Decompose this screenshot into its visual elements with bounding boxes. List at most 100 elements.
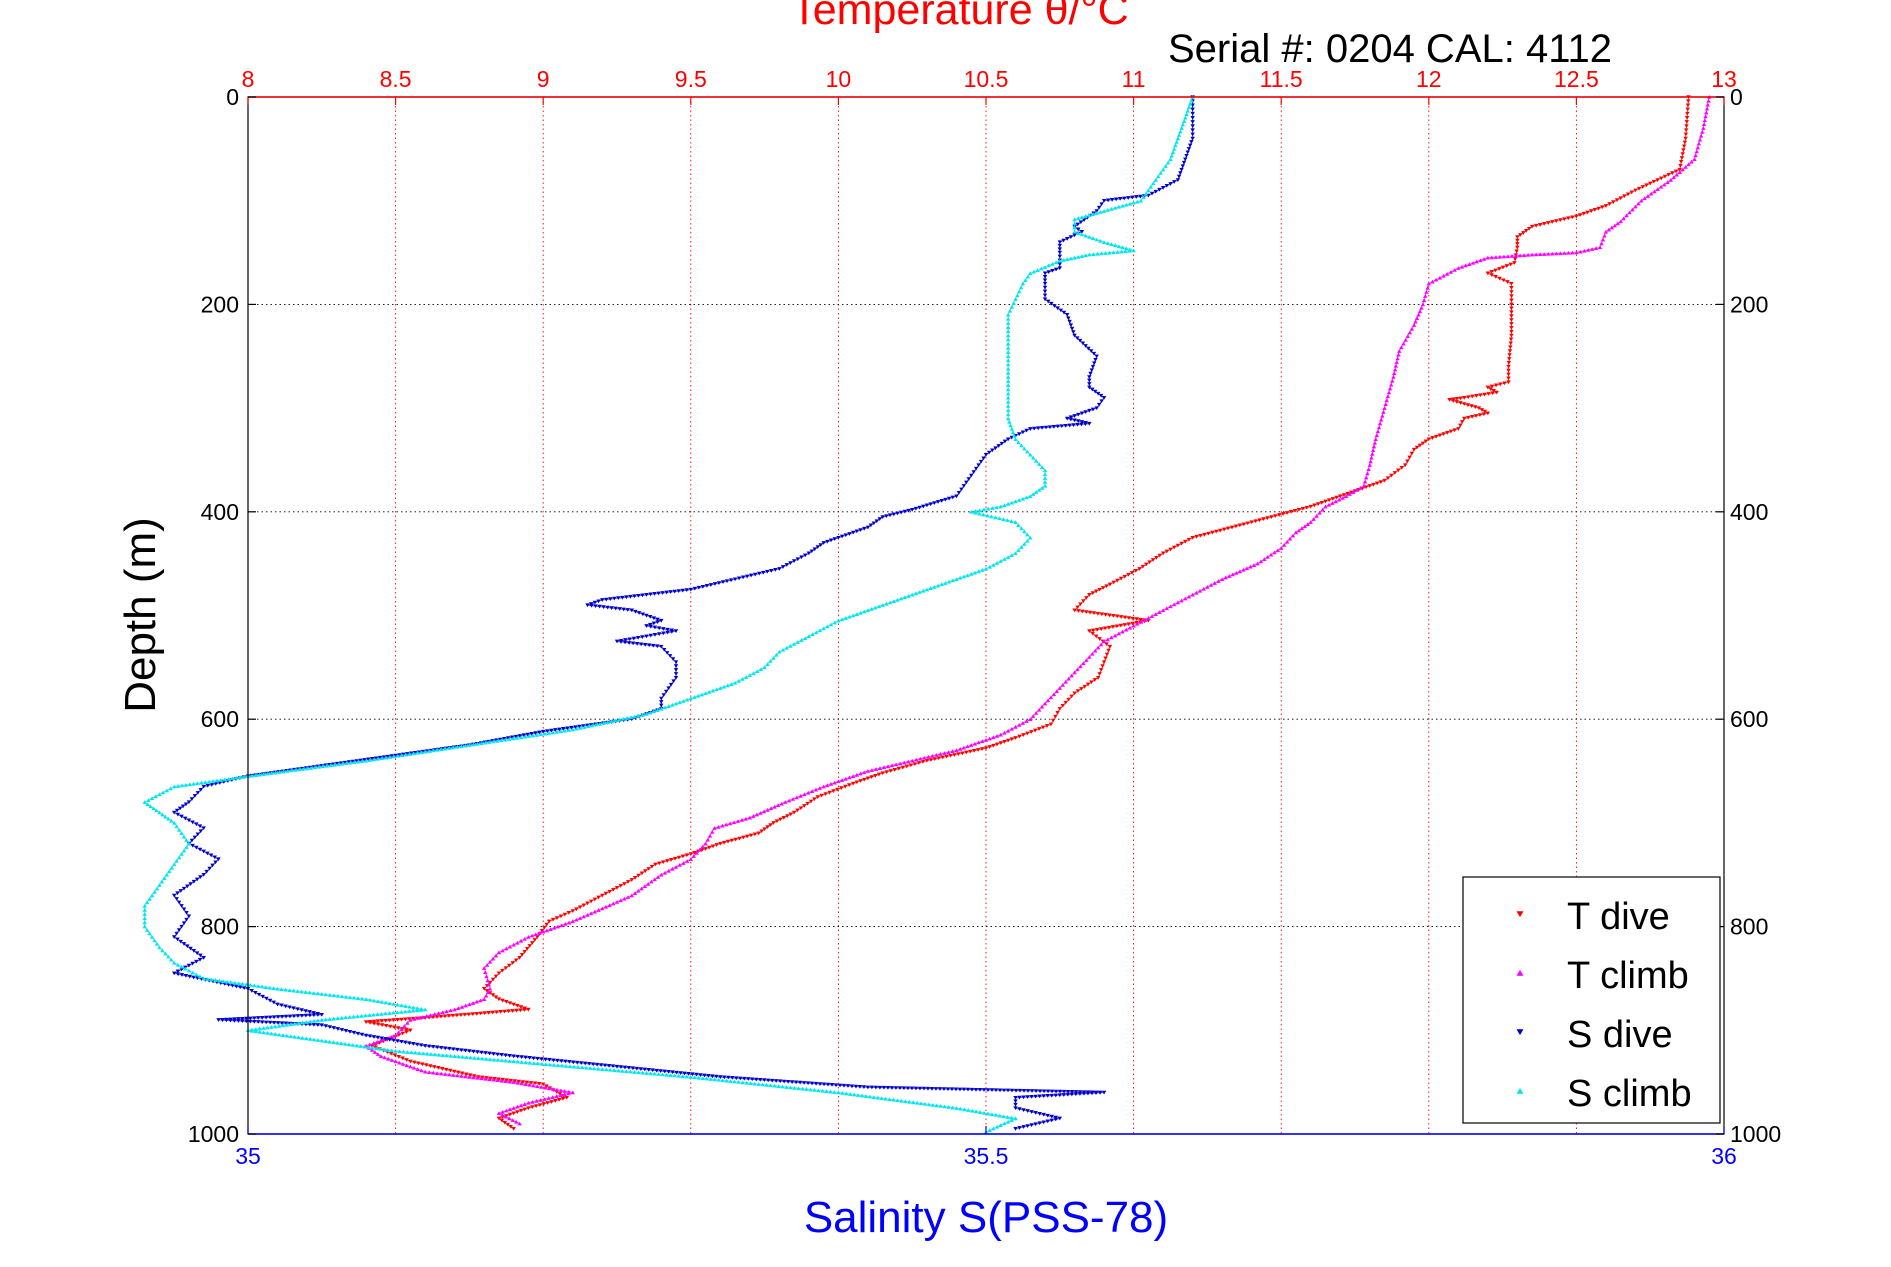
data-point (1154, 555, 1159, 560)
data-point (256, 1016, 261, 1020)
data-point (865, 776, 871, 781)
data-point (1658, 184, 1664, 189)
data-point (631, 636, 637, 641)
data-point (169, 818, 174, 823)
data-point (1160, 185, 1166, 190)
data-point (933, 1087, 939, 1091)
data-point (367, 758, 373, 762)
data-point (632, 875, 638, 880)
data-point (608, 597, 613, 601)
data-point (857, 1085, 863, 1089)
data-point (1131, 200, 1136, 205)
data-point (319, 1017, 324, 1022)
data-point (636, 713, 641, 718)
data-point (371, 1012, 376, 1017)
data-point (507, 1116, 512, 1121)
data-point (522, 734, 528, 739)
data-point (636, 1070, 641, 1075)
data-point (825, 1082, 831, 1087)
data-point (194, 959, 199, 964)
data-point (527, 1082, 532, 1087)
data-point (1046, 270, 1051, 274)
data-point (1515, 245, 1520, 250)
data-point (825, 539, 830, 544)
data-point (1020, 721, 1026, 725)
data-point (362, 758, 367, 762)
temperature-tick-label: 12.5 (1554, 66, 1599, 92)
data-point (893, 762, 899, 767)
data-point (201, 872, 206, 877)
data-point (1701, 126, 1706, 130)
data-point (1509, 286, 1514, 290)
depth-tick-label-left: 800 (201, 914, 239, 940)
data-point (1095, 645, 1101, 650)
data-point (1124, 246, 1129, 251)
data-point (544, 1084, 549, 1089)
data-point (1110, 625, 1116, 629)
data-point (142, 800, 147, 804)
data-point (240, 1019, 245, 1024)
data-point (1042, 468, 1048, 473)
data-point (1122, 196, 1127, 201)
data-point (1508, 341, 1513, 346)
data-point (1168, 157, 1173, 161)
data-point (371, 1035, 377, 1039)
data-point (240, 1016, 245, 1021)
data-point (467, 1049, 472, 1054)
data-point (1570, 250, 1575, 255)
data-point (797, 1080, 803, 1085)
data-point (177, 806, 183, 811)
data-point (659, 872, 664, 877)
data-point (1678, 160, 1684, 164)
depth-tick-label-right: 600 (1730, 706, 1768, 732)
data-point (517, 734, 523, 738)
data-point (976, 740, 981, 745)
data-point (475, 1050, 480, 1054)
data-point (1546, 251, 1551, 256)
data-point (408, 1059, 413, 1064)
data-point (1107, 250, 1112, 255)
data-point (522, 1107, 527, 1112)
data-point (1417, 309, 1423, 314)
data-point (940, 755, 945, 760)
data-point (459, 1048, 464, 1053)
data-point (1326, 502, 1332, 507)
data-point (1087, 382, 1092, 386)
data-point (292, 1021, 297, 1026)
data-point (926, 1102, 932, 1107)
data-point (622, 882, 627, 886)
data-point (575, 1065, 581, 1069)
data-point (541, 929, 546, 934)
data-point (403, 1009, 408, 1014)
data-point (979, 747, 985, 752)
data-point (1138, 194, 1143, 199)
data-point (920, 760, 926, 764)
data-point (391, 1002, 396, 1006)
data-point (755, 669, 760, 673)
data-point (761, 809, 767, 814)
data-point (889, 1086, 895, 1090)
data-point (1452, 428, 1457, 433)
data-point (367, 997, 373, 1002)
data-point (601, 721, 606, 725)
data-point (234, 775, 239, 780)
data-point (1515, 242, 1520, 246)
data-point (476, 1075, 481, 1079)
data-point (1101, 240, 1107, 244)
data-point (265, 1031, 270, 1035)
data-point (502, 737, 508, 742)
data-point (943, 497, 948, 502)
data-point (819, 793, 824, 798)
data-point (1507, 353, 1512, 357)
data-point (442, 1014, 448, 1019)
legend-label: T climb (1567, 955, 1689, 997)
data-point (424, 1063, 429, 1068)
data-point (1485, 255, 1491, 260)
data-point (571, 1060, 576, 1065)
data-point (892, 767, 897, 772)
data-point (1094, 627, 1100, 632)
data-point (1151, 181, 1156, 186)
data-point (921, 504, 926, 509)
data-point (750, 1077, 755, 1082)
data-point (670, 866, 675, 871)
